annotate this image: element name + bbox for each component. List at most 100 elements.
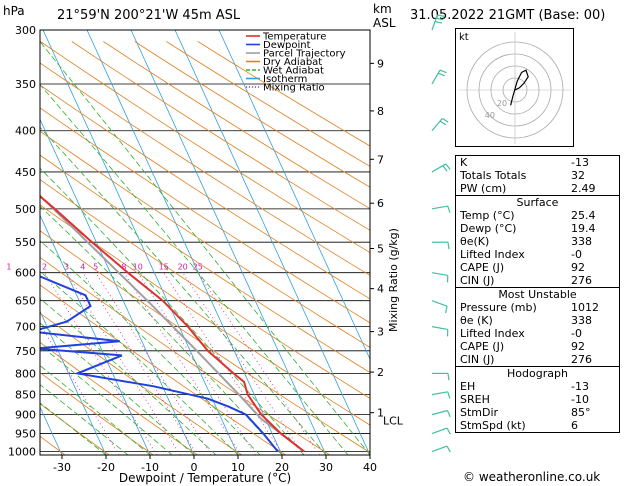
parcel-trajectory-line bbox=[40, 194, 305, 453]
pressure-tick-label: 1000 bbox=[8, 446, 36, 459]
pressure-tick-label: 750 bbox=[15, 345, 36, 358]
lcl-label: LCL bbox=[383, 414, 404, 427]
index-label: θe (K) bbox=[460, 314, 493, 327]
hodograph-unit: kt bbox=[459, 32, 469, 43]
wind-barb bbox=[431, 118, 443, 132]
datetime-title: 31.05.2022 21GMT (Base: 00) bbox=[410, 8, 606, 23]
dry-adiabat-line bbox=[40, 41, 370, 254]
dry-adiabat-line bbox=[40, 312, 242, 455]
hodograph-trace bbox=[510, 69, 529, 106]
index-label: Lifted Index bbox=[460, 327, 525, 340]
mixing-ratio-line bbox=[163, 272, 284, 455]
wet-adiabat-line bbox=[40, 298, 217, 455]
mixing-ratio-label: 2 bbox=[42, 263, 47, 272]
index-value: 2.49 bbox=[571, 182, 596, 195]
hodograph-ring-label: 40 bbox=[485, 111, 495, 120]
wind-barb-flag bbox=[434, 20, 443, 24]
x-tick-label: -10 bbox=[141, 461, 159, 474]
dry-adiabat-line bbox=[40, 130, 370, 348]
legend-label: Dry Adiabat bbox=[263, 57, 322, 68]
wind-barb-flag bbox=[447, 242, 450, 250]
index-row: Totals Totals 32 bbox=[456, 169, 619, 182]
legend-label: Isotherm bbox=[263, 74, 307, 85]
isotherm-line bbox=[174, 30, 370, 455]
index-value: 85° bbox=[571, 406, 591, 419]
index-label: PW (cm) bbox=[460, 182, 507, 195]
index-label: Totals Totals bbox=[460, 169, 527, 182]
index-value: 276 bbox=[571, 353, 592, 366]
x-tick-label: 0 bbox=[191, 461, 198, 474]
index-table: K -13 Totals Totals 32 PW (cm) 2.49 Surface T… bbox=[455, 155, 620, 433]
wet-adiabat-line bbox=[40, 126, 327, 455]
pressure-tick-label: 550 bbox=[15, 236, 36, 249]
index-label: CAPE (J) bbox=[460, 261, 505, 274]
dry-adiabat-line bbox=[40, 256, 331, 455]
wind-barb bbox=[431, 14, 439, 31]
wind-barb-flag bbox=[446, 427, 451, 435]
km-tick-label: 8 bbox=[377, 105, 384, 118]
index-row: StmSpd (kt) 6 bbox=[456, 419, 619, 432]
index-label: CIN (J) bbox=[460, 353, 495, 366]
pressure-tick-label: 700 bbox=[15, 321, 36, 334]
mixing-ratio-label: 10 bbox=[133, 263, 143, 272]
legend-label: Dewpoint bbox=[263, 40, 311, 51]
index-row: PW (cm) 2.49 bbox=[456, 182, 619, 195]
dry-adiabat-line bbox=[71, 41, 370, 231]
pressure-tick-label: 350 bbox=[15, 78, 36, 91]
hodograph-ring-label: 20 bbox=[497, 99, 507, 108]
wind-barb bbox=[431, 427, 448, 435]
mixing-ratio-label: 5 bbox=[93, 263, 98, 272]
wet-adiabat-line bbox=[40, 205, 283, 455]
mixing-ratio-label: 20 bbox=[178, 263, 188, 272]
index-value: 338 bbox=[571, 235, 592, 248]
hodograph-section-title: Hodograph bbox=[507, 367, 568, 380]
index-row: Temp (°C) 25.4 bbox=[456, 209, 619, 222]
pressure-tick-label: 500 bbox=[15, 203, 36, 216]
km-tick-label: 9 bbox=[377, 57, 384, 70]
pressure-tick-label: 400 bbox=[15, 125, 36, 138]
mixing-ratio-line bbox=[137, 272, 256, 455]
x-tick-label: -30 bbox=[53, 461, 71, 474]
wind-barb bbox=[431, 409, 448, 416]
x-tick-label: 10 bbox=[231, 461, 245, 474]
wind-barb-flag bbox=[436, 17, 444, 21]
wind-barb-flag bbox=[446, 410, 451, 418]
index-label: CIN (J) bbox=[460, 274, 495, 287]
index-row: CAPE (J) 92 bbox=[456, 261, 619, 274]
index-row: SREH -10 bbox=[456, 393, 619, 406]
wind-barb bbox=[431, 391, 448, 396]
surface-section-title: Surface bbox=[516, 196, 559, 209]
wind-barb-flag bbox=[447, 373, 450, 381]
pressure-unit-label: hPa bbox=[3, 4, 25, 18]
unstable-section-title: Most Unstable bbox=[498, 288, 577, 301]
height-unit-asl: ASL bbox=[373, 16, 396, 30]
mixing-ratio-line bbox=[182, 272, 304, 455]
index-row: Pressure (mb) 1012 bbox=[456, 301, 619, 314]
wind-barb-flag bbox=[445, 306, 448, 314]
dry-adiabat-line bbox=[40, 284, 286, 455]
isotherm-line bbox=[130, 30, 327, 455]
wind-barb-flag bbox=[447, 391, 451, 399]
pressure-tick-label: 800 bbox=[15, 367, 36, 380]
km-tick-label: 3 bbox=[377, 326, 384, 339]
x-axis-label: Dewpoint / Temperature (°C) bbox=[119, 471, 291, 485]
legend-label: Wet Adiabat bbox=[263, 66, 324, 77]
wind-barb-flag bbox=[447, 205, 451, 213]
wind-barb bbox=[431, 205, 448, 210]
dry-adiabat-line bbox=[40, 372, 154, 455]
x-tick-label: 40 bbox=[363, 461, 377, 474]
wind-barb bbox=[431, 326, 448, 331]
mixing-ratio-axis-label: Mixing Ratio (g/kg) bbox=[387, 228, 400, 332]
mixing-ratio-line bbox=[123, 272, 242, 455]
height-unit-km: km bbox=[373, 2, 392, 16]
index-label: Temp (°C) bbox=[460, 209, 515, 222]
wind-barb-flag bbox=[438, 72, 445, 77]
wet-adiabat-line bbox=[40, 84, 349, 455]
legend-label: Temperature bbox=[262, 32, 326, 43]
wind-barb bbox=[431, 69, 441, 85]
km-tick-label: 1 bbox=[377, 407, 384, 420]
index-label: θe(K) bbox=[460, 235, 490, 248]
dry-adiabat-line bbox=[134, 41, 370, 188]
